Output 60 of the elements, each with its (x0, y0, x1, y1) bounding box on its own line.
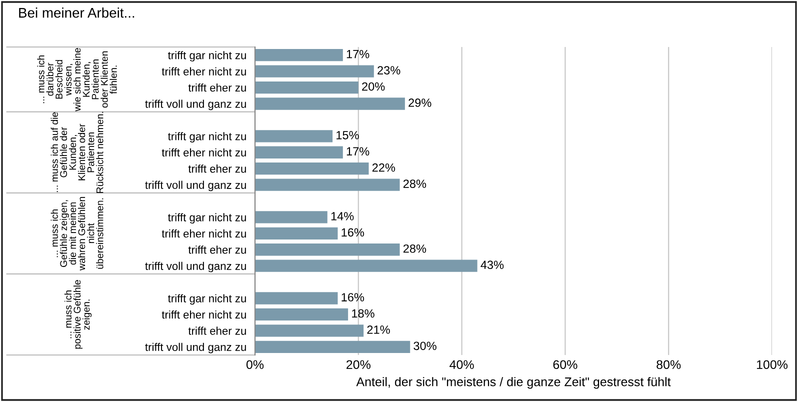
bar (255, 49, 343, 62)
y-tick-label: trifft eher zu (188, 326, 246, 335)
bar (255, 340, 410, 353)
data-label: 20% (362, 82, 385, 91)
bar (255, 162, 369, 175)
data-label: 14% (331, 212, 354, 220)
y-tick-label: trifft voll und ganz zu (145, 342, 246, 354)
bar (255, 211, 328, 224)
y-tick-label: trifft voll und ganz zu (145, 100, 246, 110)
y-tick-label: trifft eher nicht zu (162, 148, 246, 157)
y-tick-label: trifft gar nicht zu (168, 294, 246, 305)
data-label: 21% (367, 325, 390, 334)
y-tick-label: trifft gar nicht zu (168, 132, 246, 142)
x-tick-label: 0% (246, 360, 264, 370)
y-tick-label: trifft eher nicht zu (162, 310, 246, 319)
y-tick-label: trifft eher zu (188, 164, 246, 173)
bar (255, 244, 400, 256)
data-label: 15% (336, 131, 359, 140)
data-label: 28% (403, 244, 426, 253)
data-label: 22% (372, 163, 396, 172)
y-tick-label: trifft gar nicht zu (168, 213, 246, 224)
x-tick-label: 80% (656, 360, 681, 370)
data-label: 23% (378, 66, 400, 74)
text: ... muss ich auf die Gefühle der Kunden, Klienten oder Patienten Rücksicht nehmen. (50, 112, 104, 193)
text: ... muss ich positive Gefühle zeigen. (64, 280, 92, 349)
data-label: 18% (352, 309, 374, 318)
x-axis-title: Anteil, der sich "meistens / die ganze Zeit" gestresst fühlt (356, 377, 671, 389)
data-label: 17% (346, 147, 370, 156)
y-tick-label: trifft eher zu (188, 84, 246, 92)
bar (255, 81, 358, 94)
text: Bei meiner Arbeit... (19, 8, 134, 18)
bar (255, 146, 343, 158)
bar (255, 130, 333, 142)
bar (255, 227, 338, 240)
data-label: 29% (408, 98, 432, 107)
data-label: 16% (342, 228, 364, 237)
y-tick-label: trifft voll und ganz zu (145, 262, 246, 272)
y-tick-label: trifft eher zu (188, 246, 246, 254)
y-tick-label: trifft gar nicht zu (168, 51, 246, 62)
text: ... muss ich darüber Bescheid wissen, wie sich meine Kunden, Patienten oder Klienten fühlen. (37, 48, 117, 112)
bar (255, 308, 348, 321)
x-tick-label: 60% (553, 360, 578, 370)
y-tick-label: trifft eher nicht zu (162, 229, 246, 238)
bar (255, 65, 374, 78)
x-tick-label: 40% (450, 360, 474, 370)
data-label: 16% (342, 293, 364, 302)
bar (255, 178, 400, 191)
bar (255, 324, 364, 337)
bar (255, 260, 478, 272)
text: ... muss ich Gefühle zeigen, die mit meinen wahren Gefühlen nicht übereinstimmen. (50, 197, 104, 270)
bar (255, 292, 338, 304)
x-tick-label: 20% (346, 360, 370, 370)
data-label: 43% (480, 260, 504, 270)
data-label: 17% (346, 50, 370, 58)
data-label: 30% (414, 342, 436, 350)
y-tick-label: trifft eher nicht zu (162, 67, 246, 76)
x-tick-label: 100% (756, 360, 788, 370)
data-label: 28% (403, 180, 426, 188)
bar (255, 98, 405, 110)
y-tick-label: trifft voll und ganz zu (145, 180, 246, 192)
